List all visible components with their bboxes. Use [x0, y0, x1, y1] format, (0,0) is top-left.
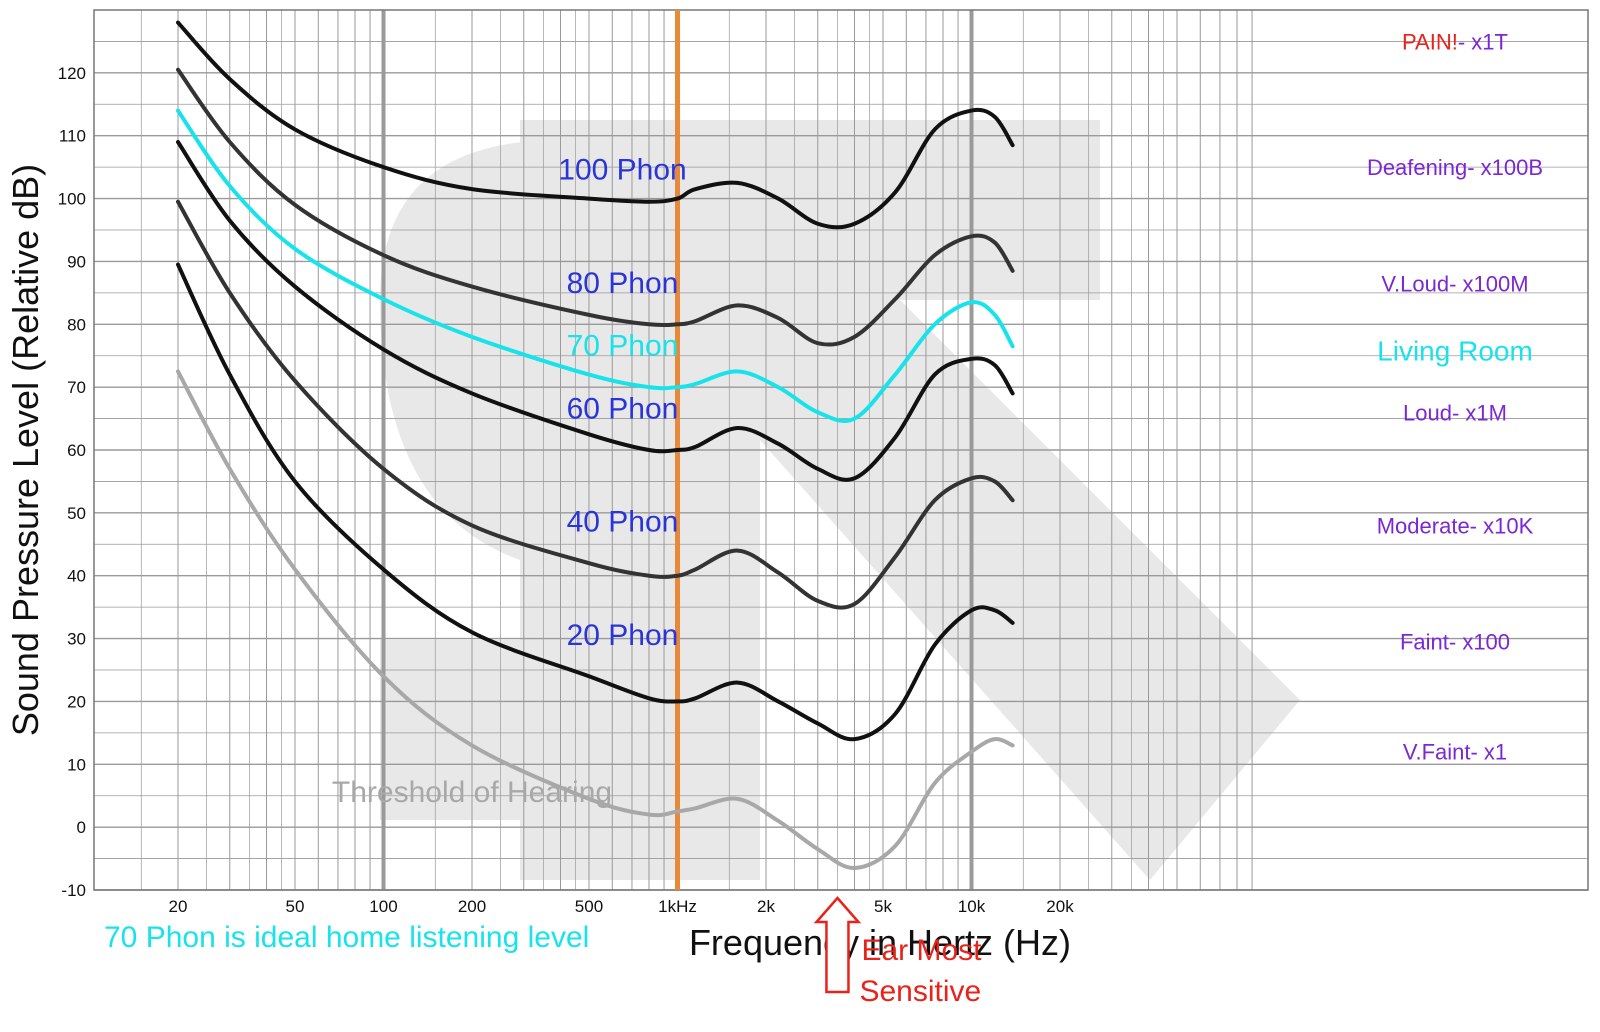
curve-label-80-phon: 80 Phon	[567, 267, 679, 300]
y-tick-label: 50	[67, 504, 86, 523]
ear-sensitive-arrow-icon	[813, 896, 862, 994]
y-tick-label: 90	[67, 252, 86, 271]
curve-40-phon	[176, 199, 1015, 610]
y-tick-label: 20	[67, 692, 86, 711]
level-label: Faint- x100	[1400, 630, 1510, 655]
home-listening-note: 70 Phon is ideal home listening level	[104, 921, 589, 954]
level-label: Deafening- x100B	[1367, 155, 1543, 180]
y-tick-label: 110	[59, 127, 86, 146]
x-tick-label: 50	[286, 897, 305, 916]
x-axis-title: Frequency in Hertz (Hz)	[689, 922, 1071, 963]
ear-sensitive-label-line2: Sensitive	[859, 975, 981, 1008]
curve-threshold-of-hearing	[176, 369, 1015, 870]
x-tick-label: 1kHz	[658, 897, 697, 916]
y-tick-label: 0	[77, 818, 86, 837]
phon-curves	[176, 20, 1015, 870]
curve-60-phon	[176, 140, 1015, 482]
curve-80-phon	[176, 67, 1015, 347]
grid-lines	[94, 10, 1588, 891]
curve-100-phon	[176, 20, 1015, 230]
curve-label-threshold-of-hearing: Threshold of Hearing	[332, 776, 612, 809]
y-tick-label: 120	[58, 64, 86, 83]
level-label: Moderate- x10K	[1377, 513, 1534, 538]
loudness-level-labels: PAIN!- x1T Deafening- x100B V.Loud- x100M L…	[1367, 29, 1543, 764]
curve-label-40-phon: 40 Phon	[567, 506, 679, 539]
curve-70-phon	[176, 108, 1015, 423]
curve-label-60-phon: 60 Phon	[567, 393, 679, 426]
x-tick-label: 2k	[757, 897, 775, 916]
ear-sensitive-label-line1: Ear Most	[861, 934, 982, 967]
level-label: V.Faint- x1	[1403, 740, 1507, 765]
x-tick-label: 10k	[958, 897, 986, 916]
x-tick-label: 200	[458, 897, 486, 916]
curve-labels: 100 Phon 80 Phon 70 Phon 60 Phon 40 Phon 20 P…	[332, 154, 687, 809]
curve-20-phon	[176, 262, 1015, 742]
curve-label-20-phon: 20 Phon	[567, 619, 679, 652]
watermark-logo	[380, 120, 1300, 880]
x-axis-ticks: 20 50 100 200 500 1kHz 2k 5k 10k 20k	[169, 897, 1075, 916]
y-tick-label: 10	[67, 755, 86, 774]
level-label: PAIN!- x1T	[1402, 29, 1508, 54]
x-tick-label: 100	[369, 897, 397, 916]
y-tick-label: 80	[67, 315, 86, 334]
y-tick-label: 30	[67, 630, 86, 649]
x-tick-label: 5k	[874, 897, 892, 916]
y-tick-label: 60	[67, 441, 86, 460]
curve-label-70-phon: 70 Phon	[567, 330, 679, 363]
y-axis-ticks: -10 0 10 20 30 40 50 60 70 80 90 100 110 120	[58, 64, 86, 900]
y-tick-label: 100	[58, 190, 86, 209]
level-label: V.Loud- x100M	[1381, 271, 1528, 296]
level-label: Loud- x1M	[1403, 400, 1507, 425]
plot-frame	[93, 9, 1589, 891]
x-tick-label: 20	[169, 897, 188, 916]
level-label: Living Room	[1377, 336, 1533, 367]
y-tick-label: -10	[61, 881, 86, 900]
curve-label-100-phon: 100 Phon	[558, 154, 686, 187]
y-tick-label: 70	[67, 378, 86, 397]
x-tick-label: 500	[575, 897, 603, 916]
y-tick-label: 40	[67, 567, 86, 586]
y-axis-title: Sound Pressure Level (Relative dB)	[5, 164, 46, 736]
x-tick-label: 20k	[1046, 897, 1074, 916]
